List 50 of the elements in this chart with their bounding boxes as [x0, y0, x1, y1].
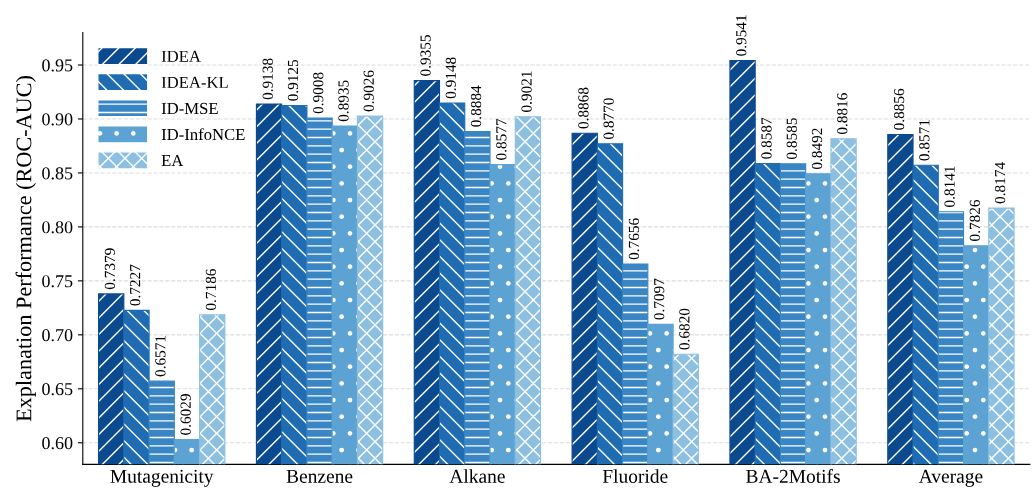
y-tick-label: 0.85: [42, 167, 73, 180]
x-tick-label: Benzene: [286, 469, 353, 483]
data-label: 0.8577: [496, 118, 507, 160]
data-label: 0.9008: [313, 72, 324, 114]
data-label: 0.8587: [761, 117, 772, 159]
data-label: 0.9541: [736, 15, 747, 56]
y-tick-label: 0.65: [42, 383, 73, 396]
data-label: 0.8770: [603, 98, 614, 140]
data-label: 0.7656: [628, 218, 640, 260]
data-label: 0.8856: [893, 88, 905, 130]
x-tick-label: Mutagenicity: [110, 469, 214, 487]
x-tick-label: Fluoride: [602, 469, 668, 483]
y-axis-title: Explanation Performance (ROC-AUC): [15, 76, 36, 422]
y-tick-label: 0.70: [42, 329, 73, 342]
data-label: 0.6571: [155, 335, 166, 377]
data-label: 0.6820: [679, 308, 690, 350]
y-tick-label: 0.75: [42, 275, 73, 288]
data-label: 0.7186: [205, 269, 217, 311]
legend-label: ID-InfoNCE: [161, 128, 245, 141]
data-label: 0.8141: [944, 166, 955, 207]
data-label: 0.7379: [104, 248, 116, 290]
data-label: 0.8571: [919, 120, 930, 161]
legend-label: IDEA: [161, 50, 201, 62]
x-tick-label: BA-2Motifs: [746, 469, 840, 483]
data-label: 0.6029: [180, 394, 191, 435]
legend-label: IDEA-KL: [161, 76, 228, 88]
data-label: 0.8868: [578, 87, 589, 129]
y-tick-label: 0.95: [42, 59, 73, 72]
data-label: 0.8935: [338, 80, 349, 122]
data-label: 0.8174: [994, 162, 1006, 204]
x-tick-label: Average: [918, 469, 983, 487]
y-tick-label: 0.60: [42, 437, 73, 450]
data-label: 0.8585: [786, 118, 797, 160]
legend-label: ID-MSE: [161, 102, 218, 115]
y-tick-label: 0.80: [42, 221, 73, 234]
data-label: 0.9355: [420, 35, 431, 76]
data-label: 0.9026: [363, 70, 374, 112]
data-label: 0.9021: [521, 71, 532, 112]
data-label: 0.9148: [445, 57, 457, 99]
legend-label: EA: [161, 154, 184, 166]
data-label: 0.8492: [811, 128, 823, 170]
data-label: 0.7227: [129, 264, 141, 306]
x-tick-label: Alkane: [449, 469, 505, 483]
data-label: 0.9138: [262, 58, 273, 100]
data-label: 0.8884: [470, 85, 482, 127]
data-label: 0.9125: [287, 59, 299, 101]
data-label: 0.8816: [837, 93, 848, 135]
y-tick-label: 0.90: [42, 113, 73, 126]
data-label: 0.7097: [654, 278, 665, 320]
data-label: 0.7826: [969, 199, 981, 241]
